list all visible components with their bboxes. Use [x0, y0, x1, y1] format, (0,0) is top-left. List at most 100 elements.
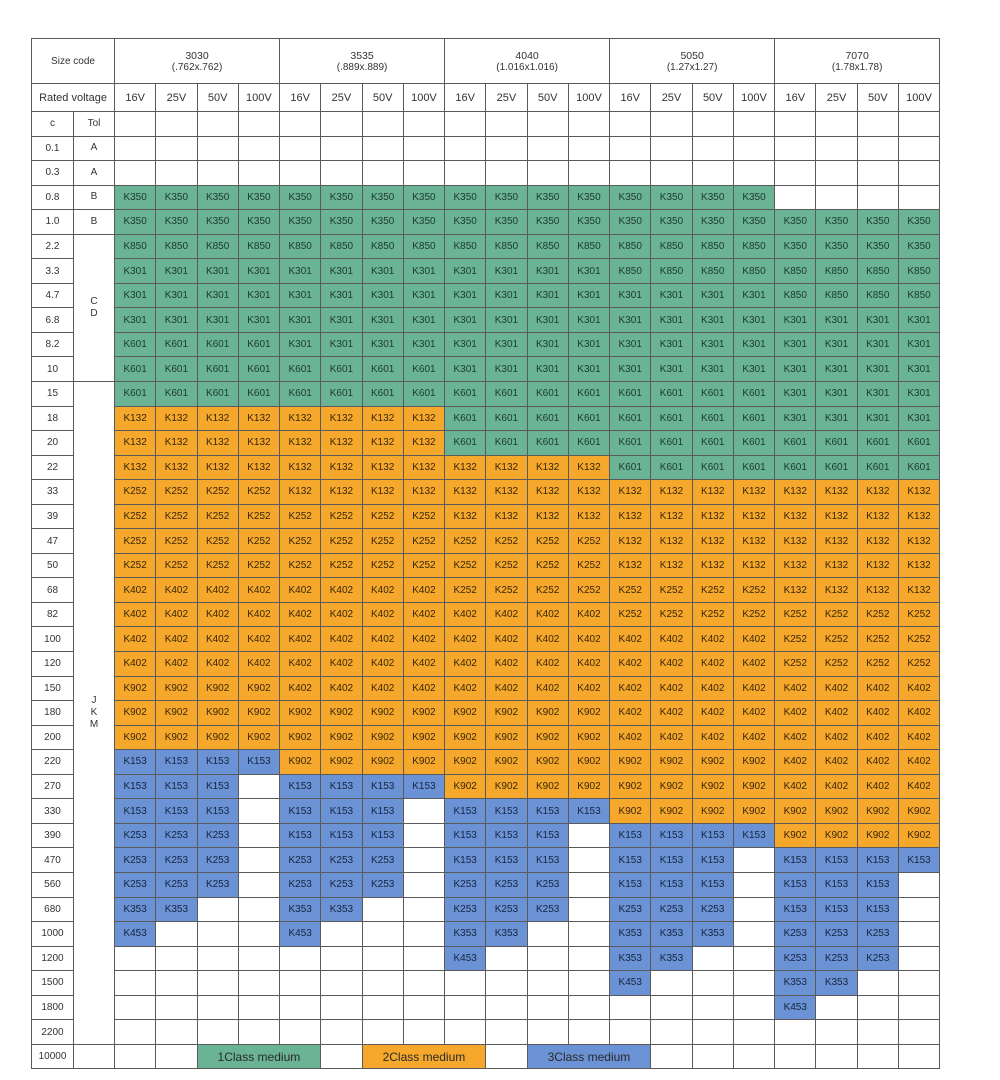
part-code-cell: K402 — [444, 675, 487, 702]
part-code-cell: K350 — [444, 184, 487, 211]
part-code-cell: K252 — [114, 528, 157, 554]
empty-cell — [567, 822, 611, 849]
empty-cell — [155, 1043, 198, 1070]
part-code-cell: K350 — [114, 184, 157, 211]
part-code-cell: K601 — [114, 356, 157, 383]
empty-cell — [114, 945, 157, 972]
part-code-cell: K601 — [485, 430, 528, 456]
voltage-header-cell: 25V — [320, 83, 363, 112]
part-code-cell: K601 — [402, 381, 446, 407]
part-code-cell: K252 — [691, 577, 734, 603]
part-code-cell: K902 — [567, 773, 611, 800]
part-code-cell: K301 — [526, 356, 569, 383]
part-code-cell: K902 — [320, 749, 363, 775]
legend-class3: 3Class medium — [526, 1043, 652, 1070]
part-code-cell: K252 — [774, 601, 817, 628]
part-code-cell: K350 — [444, 209, 487, 235]
part-code-cell: K402 — [609, 675, 652, 702]
part-code-cell: K902 — [567, 749, 611, 775]
empty-cell — [402, 798, 446, 824]
part-code-cell: K301 — [237, 282, 281, 309]
capacitance-value: 390 — [31, 822, 74, 849]
part-code-cell: K353 — [609, 921, 652, 947]
part-code-cell: K402 — [402, 601, 446, 628]
tolerance-letter: M — [89, 718, 99, 730]
empty-cell — [650, 1019, 693, 1045]
part-code-cell: K402 — [237, 626, 281, 653]
size-name: 5050 — [680, 49, 704, 62]
part-code-cell: K132 — [402, 430, 446, 456]
capacitance-value: 47 — [31, 528, 74, 554]
part-code-cell: K353 — [114, 896, 157, 923]
part-code-cell: K252 — [196, 528, 239, 554]
table-row: 10 K601 K601 K601 K601 K601 K601 K601 K601 K301 K3… — [31, 356, 941, 383]
part-code-cell: K301 — [897, 381, 941, 407]
part-code-cell: K601 — [485, 381, 528, 407]
part-code-cell: K132 — [155, 405, 198, 432]
part-code-cell: K402 — [897, 724, 941, 751]
empty-cell — [237, 994, 281, 1021]
capacitance-value: 33 — [31, 479, 74, 505]
empty-cell — [691, 1043, 734, 1070]
table-row: 47 K252 K252 K252 K252 K252 K252 K252 K252 K252 K2… — [31, 528, 941, 554]
part-code-cell: K301 — [609, 331, 652, 358]
part-code-cell: K253 — [485, 871, 528, 898]
empty-cell — [320, 111, 363, 137]
part-code-cell: K132 — [650, 528, 693, 554]
empty-cell — [567, 871, 611, 898]
capacitance-value: 120 — [31, 651, 74, 677]
capacitance-value: 560 — [31, 871, 74, 898]
part-code-cell: K902 — [402, 749, 446, 775]
capacitance-value: 1800 — [31, 994, 74, 1021]
capacitance-value: 100 — [31, 626, 74, 653]
empty-cell — [526, 135, 569, 162]
part-code-cell: K402 — [897, 773, 941, 800]
part-code-cell: K132 — [279, 430, 322, 456]
part-code-cell: K153 — [609, 847, 652, 873]
part-code-cell: K402 — [650, 651, 693, 677]
empty-cell — [897, 896, 941, 923]
part-code-cell: K153 — [196, 773, 239, 800]
part-code-cell: K253 — [691, 896, 734, 923]
table-row: 1500 K453 K353 K353 — [31, 970, 941, 996]
part-code-cell: K601 — [567, 405, 611, 432]
part-code-cell: K601 — [897, 430, 941, 456]
part-code-cell: K132 — [897, 479, 941, 505]
empty-cell — [732, 970, 776, 996]
part-code-cell: K402 — [196, 577, 239, 603]
empty-cell — [650, 135, 693, 162]
part-code-cell: K301 — [815, 381, 858, 407]
part-code-cell: K153 — [155, 773, 198, 800]
part-code-cell: K402 — [402, 651, 446, 677]
empty-cell — [402, 945, 446, 972]
part-code-cell: K402 — [856, 724, 899, 751]
part-code-cell: K301 — [402, 331, 446, 358]
part-code-cell: K902 — [196, 724, 239, 751]
empty-cell — [650, 970, 693, 996]
part-code-cell: K350 — [155, 184, 198, 211]
part-code-cell: K132 — [856, 503, 899, 530]
part-code-cell: K902 — [650, 798, 693, 824]
empty-cell — [114, 111, 157, 137]
part-code-cell: K402 — [320, 577, 363, 603]
part-code-cell: K153 — [196, 749, 239, 775]
part-code-cell: K402 — [279, 601, 322, 628]
part-code-cell: K902 — [485, 773, 528, 800]
table-row: 200 K902 K902 K902 K902 K902 K902 K902 K902 K902 K… — [31, 724, 941, 751]
empty-cell — [155, 111, 198, 137]
part-code-cell: K350 — [609, 209, 652, 235]
part-code-cell: K350 — [485, 209, 528, 235]
empty-cell — [279, 160, 322, 186]
table-row: 220 K153 K153 K153 K153 K902 K902 K902 K902 K902 K… — [31, 749, 941, 775]
part-code-cell: K353 — [444, 921, 487, 947]
empty-cell — [691, 945, 734, 972]
table-row: 120 K402 K402 K402 K402 K402 K402 K402 K402 K402 K… — [31, 651, 941, 677]
part-code-cell: K601 — [155, 356, 198, 383]
part-code-cell: K252 — [361, 528, 404, 554]
capacitance-value: 15 — [31, 381, 74, 407]
size-name: 3535 — [350, 49, 374, 62]
part-code-cell: K453 — [444, 945, 487, 972]
part-code-cell: K350 — [526, 184, 569, 211]
part-code-cell: K402 — [114, 651, 157, 677]
